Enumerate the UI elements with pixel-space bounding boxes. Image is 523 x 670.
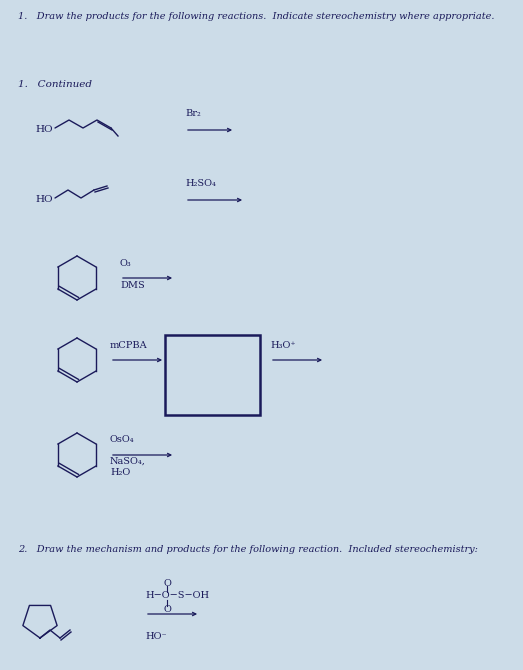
Text: HO: HO bbox=[36, 125, 53, 135]
Text: NaSO₄,: NaSO₄, bbox=[110, 457, 146, 466]
Text: HO⁻: HO⁻ bbox=[145, 632, 167, 641]
Text: mCPBA: mCPBA bbox=[110, 341, 147, 350]
Text: 1.   Draw the products for the following reactions.  Indicate stereochemistry wh: 1. Draw the products for the following r… bbox=[18, 12, 495, 21]
Text: H₃O⁺: H₃O⁺ bbox=[270, 341, 295, 350]
Text: OsO₄: OsO₄ bbox=[110, 435, 134, 444]
Text: HO: HO bbox=[36, 196, 53, 204]
Text: H₂O: H₂O bbox=[110, 468, 130, 477]
Text: 1.   Continued: 1. Continued bbox=[18, 80, 92, 89]
Bar bbox=[165, 335, 260, 415]
Text: H−O−S−OH: H−O−S−OH bbox=[145, 592, 209, 600]
Text: O₃: O₃ bbox=[120, 259, 132, 268]
Text: DMS: DMS bbox=[120, 281, 145, 290]
Text: 2.   Draw the mechanism and products for the following reaction.  Included stere: 2. Draw the mechanism and products for t… bbox=[18, 545, 478, 554]
Text: O: O bbox=[163, 578, 171, 588]
Text: H₂SO₄: H₂SO₄ bbox=[185, 179, 216, 188]
Text: Br₂: Br₂ bbox=[185, 109, 201, 118]
Text: O: O bbox=[163, 604, 171, 614]
